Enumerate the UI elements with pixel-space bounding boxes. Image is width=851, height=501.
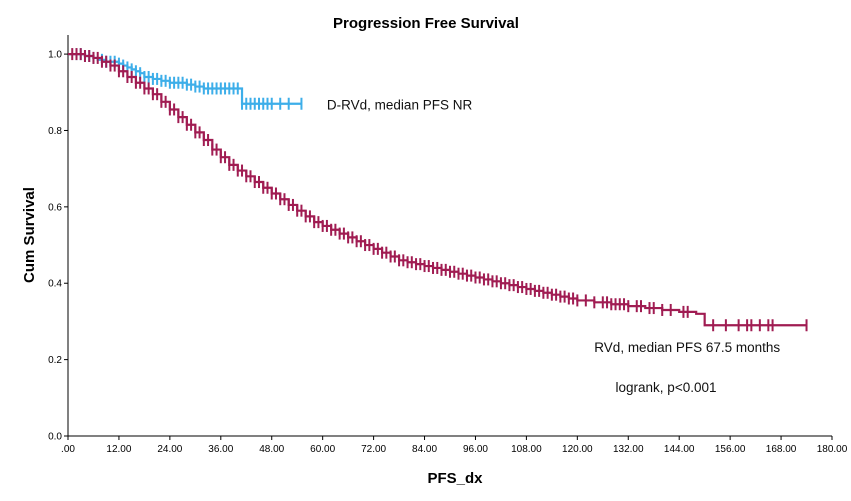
chart-title: Progression Free Survival: [333, 15, 519, 32]
x-tick-label: 108.00: [511, 444, 542, 455]
x-tick-label: 144.00: [664, 444, 695, 455]
y-tick-label: 1.0: [48, 50, 62, 61]
x-tick-label: 96.00: [463, 444, 488, 455]
x-tick-label: 60.00: [310, 444, 335, 455]
annotation-2: logrank, p<0.001: [616, 380, 717, 395]
x-tick-label: 132.00: [613, 444, 644, 455]
y-tick-label: 0.6: [48, 202, 62, 213]
x-axis-title: PFS_dx: [427, 470, 483, 487]
axes: 0.0 0.2 0.4 0.6 0.8 1.0 .00 12.00 24.00 36.00 48.0…: [48, 35, 848, 455]
x-tick-label: 180.00: [817, 444, 848, 455]
annotation-1: RVd, median PFS 67.5 months: [594, 340, 780, 355]
x-tick-label: 36.00: [208, 444, 233, 455]
series-1-censor-marks: [71, 48, 808, 332]
x-tick-label: 156.00: [715, 444, 746, 455]
x-tick-label: 72.00: [361, 444, 386, 455]
series-0-censor-marks: [75, 48, 303, 110]
series-layer: [68, 48, 808, 332]
y-tick-label: 0.2: [48, 355, 62, 366]
x-tick-label: 120.00: [562, 444, 593, 455]
x-tick-label: 12.00: [106, 444, 131, 455]
y-tick-label: 0.0: [48, 432, 62, 443]
annotations: D-RVd, median PFS NR RVd, median PFS 67.5…: [327, 97, 780, 395]
x-tick-label: 24.00: [157, 444, 182, 455]
x-tick-label: 48.00: [259, 444, 284, 455]
series-1-curve: [68, 52, 807, 327]
y-tick-label: 0.4: [48, 279, 62, 290]
x-tick-label: 84.00: [412, 444, 437, 455]
x-tick-label: 168.00: [766, 444, 797, 455]
y-axis-title: Cum Survival: [21, 187, 38, 283]
x-tick-label: .00: [61, 444, 75, 455]
annotation-0: D-RVd, median PFS NR: [327, 97, 473, 112]
y-tick-label: 0.8: [48, 126, 62, 137]
